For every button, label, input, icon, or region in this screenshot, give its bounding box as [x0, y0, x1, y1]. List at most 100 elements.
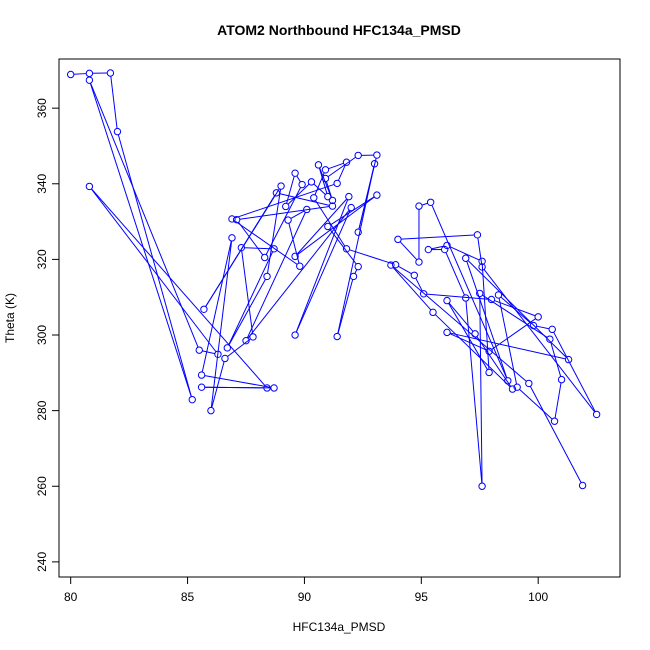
series-line-segment	[204, 386, 271, 389]
data-point	[106, 69, 115, 77]
data-point	[291, 331, 299, 339]
x-axis: 80 85 90 95 100	[64, 576, 549, 604]
series-line-segment	[479, 296, 483, 484]
data-point	[529, 321, 538, 330]
data-point	[298, 180, 306, 189]
series-line-segment	[482, 294, 548, 338]
data-point	[440, 245, 449, 254]
series-line-segment	[234, 183, 335, 219]
series-line-segment	[553, 331, 596, 412]
data-point	[85, 69, 94, 78]
series-line-segment	[529, 386, 582, 483]
data-point	[426, 198, 435, 207]
data-point	[242, 336, 250, 345]
series-line-segment	[393, 266, 527, 382]
data-point	[419, 290, 428, 298]
x-axis-label: HFC134a_PMSD	[293, 620, 386, 634]
plot-frame	[58, 58, 621, 578]
data-point	[291, 169, 299, 177]
y-tick-label: 240	[35, 552, 49, 572]
series-line-segment	[337, 279, 354, 334]
data-point	[342, 158, 351, 166]
data-point	[564, 355, 573, 364]
series-line-segment	[554, 382, 562, 419]
data-point	[443, 296, 451, 305]
series-line-segment	[290, 210, 305, 219]
data-point	[221, 354, 229, 363]
series-line-segment	[398, 265, 412, 275]
data-point	[429, 308, 437, 317]
series-line-segment	[247, 209, 350, 339]
series-line-segment	[315, 200, 346, 247]
data-point	[373, 191, 381, 199]
data-point	[592, 410, 601, 419]
data-point	[550, 417, 559, 425]
data-point	[415, 258, 423, 266]
y-tick-label: 320	[35, 249, 49, 269]
series-line-segment	[431, 245, 445, 250]
series-line-segment	[500, 296, 532, 324]
data-point	[197, 383, 206, 391]
data-point	[195, 346, 203, 354]
data-point	[525, 379, 533, 388]
series-line-segment	[202, 350, 215, 355]
series-line-segment	[201, 240, 232, 373]
series-line-segment	[279, 193, 330, 206]
series-line-segment	[337, 164, 346, 181]
series-line-segment	[399, 241, 418, 261]
y-tick-label: 340	[35, 173, 49, 193]
data-point	[223, 344, 232, 352]
data-point	[546, 335, 554, 343]
data-point	[345, 192, 353, 201]
data-point	[263, 384, 271, 392]
series-line-segment	[110, 76, 118, 129]
data-point	[462, 254, 470, 262]
series-line-segment	[117, 134, 192, 397]
data-point	[349, 272, 358, 281]
data-point	[282, 202, 290, 211]
data-point	[478, 482, 486, 490]
data-point	[85, 76, 94, 84]
series-line-segment	[227, 338, 251, 357]
series-line-segment	[434, 314, 511, 388]
data-point	[270, 384, 278, 392]
data-point	[578, 481, 587, 490]
data-point	[487, 295, 496, 304]
data-point	[473, 231, 482, 239]
series-line-segment	[483, 269, 596, 413]
series-line-segment	[296, 198, 348, 255]
series-line-segment	[354, 269, 358, 274]
series-line-segment	[288, 223, 300, 264]
data-point	[321, 166, 330, 174]
data-point	[462, 294, 470, 302]
data-point	[310, 194, 318, 202]
data-point	[476, 289, 484, 298]
data-point	[342, 245, 351, 253]
data-point	[443, 328, 451, 337]
data-point	[354, 151, 362, 160]
series-points	[66, 69, 601, 490]
data-point	[232, 215, 241, 224]
data-point	[85, 182, 94, 191]
y-tick-label: 360	[35, 98, 49, 118]
series-line-segment	[204, 375, 271, 388]
data-point	[354, 228, 362, 236]
series-line-segment	[491, 318, 536, 350]
series-line-segment	[431, 205, 507, 379]
data-point	[324, 222, 332, 231]
data-point	[277, 182, 285, 190]
data-point	[548, 325, 556, 334]
series-line-segment	[228, 251, 274, 346]
data-point	[394, 235, 402, 244]
data-point	[410, 271, 418, 279]
series-line-segment	[239, 206, 330, 220]
series-line-segment	[550, 342, 562, 377]
series-line-segment	[519, 388, 553, 420]
x-tick-label: 100	[528, 590, 548, 604]
data-point	[494, 291, 503, 299]
series-line-segment	[415, 277, 423, 292]
series-line-segment	[337, 166, 375, 334]
data-point	[534, 313, 542, 321]
data-point	[307, 178, 316, 186]
data-point	[485, 368, 493, 377]
